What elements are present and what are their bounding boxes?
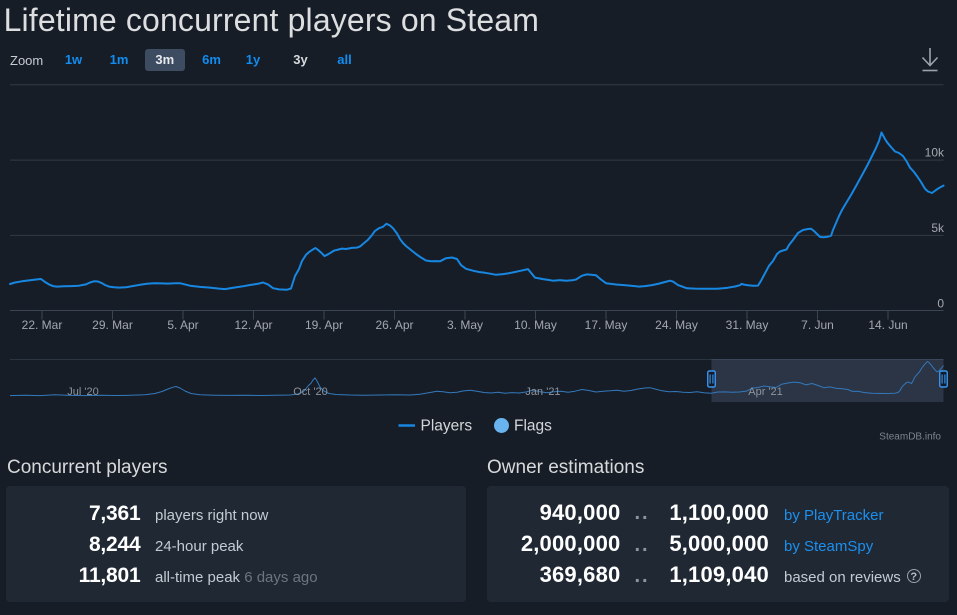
svg-text:Apr '21: Apr '21 <box>748 386 783 398</box>
svg-text:3. May: 3. May <box>447 318 483 332</box>
svg-text:Oct '20: Oct '20 <box>293 386 328 398</box>
svg-text:12. Apr: 12. Apr <box>234 318 272 332</box>
svg-text:10k: 10k <box>925 146 945 160</box>
svg-text:24. May: 24. May <box>655 318 698 332</box>
svg-text:Players: Players <box>421 418 473 435</box>
svg-text:Jan '21: Jan '21 <box>525 386 560 398</box>
svg-text:7. Jun: 7. Jun <box>801 318 834 332</box>
svg-text:31. May: 31. May <box>726 318 769 332</box>
svg-text:5k: 5k <box>931 221 945 235</box>
svg-text:17. May: 17. May <box>585 318 628 332</box>
svg-text:Flags: Flags <box>514 418 552 435</box>
svg-text:0: 0 <box>937 296 944 310</box>
svg-text:19. Apr: 19. Apr <box>305 318 343 332</box>
svg-text:26. Apr: 26. Apr <box>375 318 413 332</box>
svg-text:SteamDB.info: SteamDB.info <box>879 432 941 443</box>
svg-text:5. Apr: 5. Apr <box>167 318 198 332</box>
svg-text:10. May: 10. May <box>514 318 557 332</box>
svg-text:22. Mar: 22. Mar <box>22 318 63 332</box>
svg-text:Jul '20: Jul '20 <box>67 386 98 398</box>
svg-text:29. Mar: 29. Mar <box>92 318 133 332</box>
svg-text:14. Jun: 14. Jun <box>868 318 907 332</box>
